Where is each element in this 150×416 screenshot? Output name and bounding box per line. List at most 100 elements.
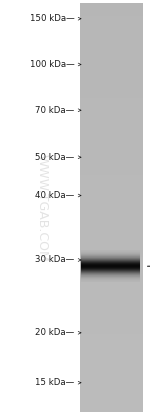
Bar [81, 273, 140, 275]
Bar [80, 346, 143, 351]
Bar [80, 309, 143, 314]
Bar [80, 142, 143, 147]
Bar [80, 44, 143, 49]
Bar [80, 52, 143, 57]
Bar [80, 150, 143, 155]
Bar [81, 261, 140, 262]
Bar [81, 272, 140, 273]
Bar [81, 279, 140, 280]
Bar [81, 263, 140, 264]
Bar [80, 154, 143, 159]
Bar [80, 114, 143, 118]
Bar [80, 362, 143, 367]
Bar [80, 277, 143, 281]
Bar [80, 382, 143, 387]
Bar [80, 215, 143, 220]
Bar [80, 183, 143, 188]
Bar [80, 358, 143, 363]
Bar [81, 262, 140, 263]
Bar [81, 257, 140, 258]
Bar [81, 250, 140, 251]
Bar [80, 244, 143, 249]
Text: 150 kDa—: 150 kDa— [30, 14, 74, 23]
Bar [80, 36, 143, 41]
Bar [80, 264, 143, 269]
Bar [80, 60, 143, 65]
Bar [81, 271, 140, 272]
Bar [80, 130, 143, 135]
Bar [80, 158, 143, 163]
Bar [80, 240, 143, 245]
Bar [80, 15, 143, 20]
Bar [80, 56, 143, 61]
Bar [80, 101, 143, 106]
Bar [81, 251, 140, 252]
Bar [80, 7, 143, 12]
Bar [80, 354, 143, 359]
Bar [80, 64, 143, 69]
Bar [80, 178, 143, 183]
Text: 50 kDa—: 50 kDa— [35, 153, 74, 162]
Bar [80, 305, 143, 310]
Bar [81, 274, 140, 275]
Bar [81, 280, 140, 281]
Bar [80, 81, 143, 86]
Bar [80, 24, 143, 29]
Bar [80, 28, 143, 33]
Bar [81, 269, 140, 270]
Text: 15 kDa—: 15 kDa— [35, 378, 74, 387]
Bar [80, 73, 143, 77]
Bar [80, 207, 143, 212]
Bar [81, 273, 140, 274]
Bar [81, 258, 140, 259]
Bar [80, 109, 143, 114]
Bar [81, 267, 140, 269]
Bar [80, 171, 143, 176]
Bar [81, 270, 140, 271]
Bar [80, 187, 143, 192]
Bar [81, 278, 140, 279]
Bar [80, 350, 143, 355]
Bar [80, 268, 143, 273]
Bar [81, 256, 140, 257]
Bar [80, 395, 143, 400]
Bar [81, 259, 140, 260]
Text: 20 kDa—: 20 kDa— [35, 328, 74, 337]
Bar [80, 342, 143, 347]
Bar [81, 254, 140, 255]
Bar [80, 329, 143, 334]
Bar [80, 399, 143, 404]
Bar [80, 134, 143, 139]
Text: 100 kDa—: 100 kDa— [30, 60, 74, 69]
Bar [80, 280, 143, 285]
Bar [80, 195, 143, 200]
Bar [80, 391, 143, 396]
Bar [81, 265, 140, 267]
Text: 40 kDa—: 40 kDa— [35, 191, 74, 200]
Bar [81, 258, 140, 259]
Bar [80, 211, 143, 216]
Bar [81, 264, 140, 265]
Bar [81, 266, 140, 267]
Bar [81, 268, 140, 269]
Bar [80, 219, 143, 224]
Bar [80, 317, 143, 322]
Bar [81, 260, 140, 261]
Bar [80, 297, 143, 302]
Bar [80, 162, 143, 167]
Bar [80, 146, 143, 151]
Bar [80, 272, 143, 277]
Bar [80, 12, 143, 16]
Bar [81, 276, 140, 277]
Bar [81, 279, 140, 280]
Bar [81, 251, 140, 252]
Bar [80, 232, 143, 237]
Bar [80, 105, 143, 110]
Bar [80, 228, 143, 233]
Bar [80, 289, 143, 294]
Bar [80, 69, 143, 74]
Bar [80, 256, 143, 261]
Bar [80, 301, 143, 306]
Text: 30 kDa—: 30 kDa— [35, 255, 74, 265]
Bar [80, 366, 143, 371]
